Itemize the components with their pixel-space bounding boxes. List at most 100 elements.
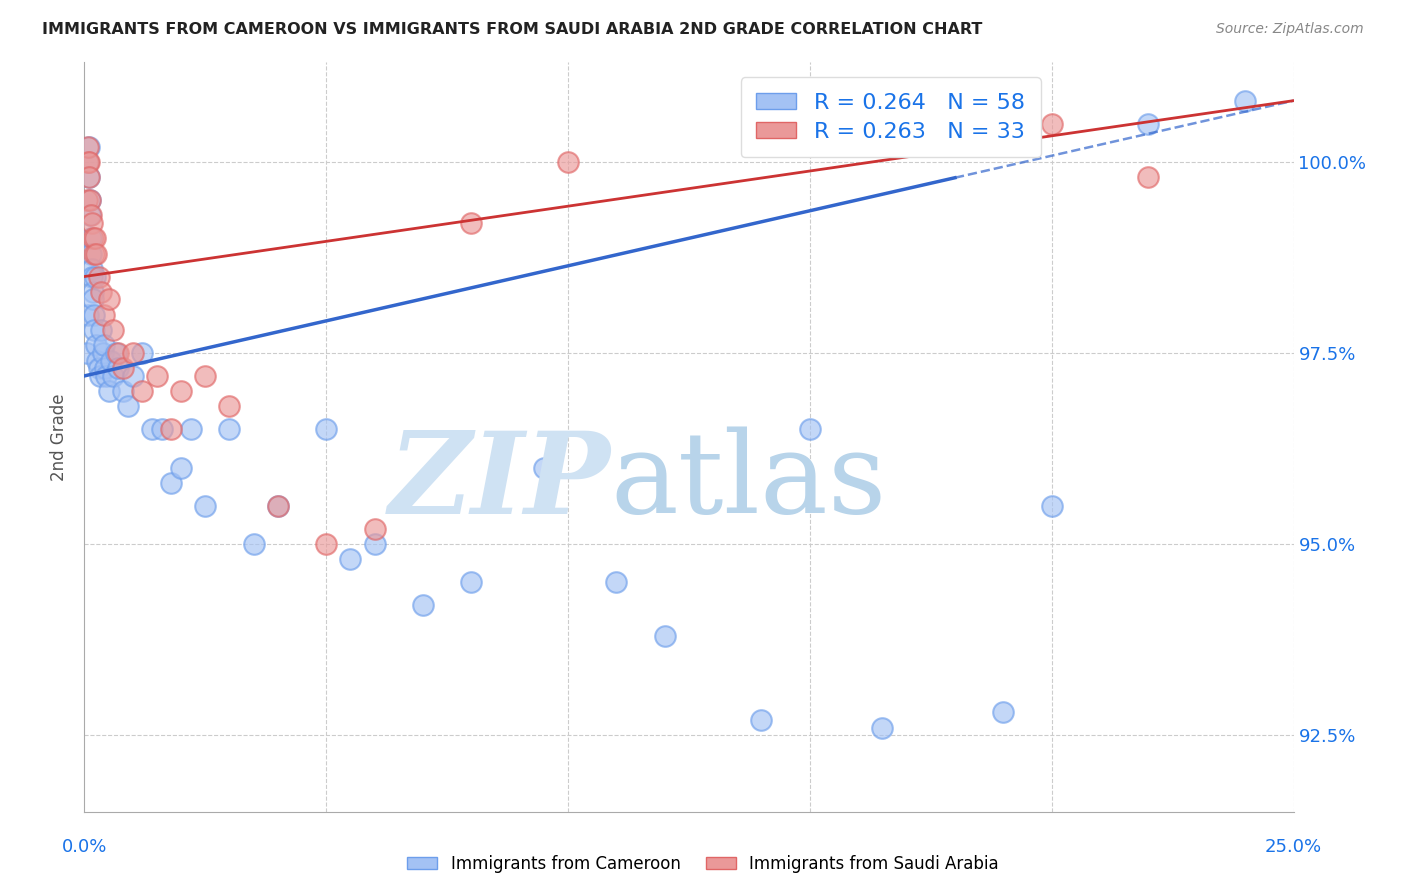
Point <box>1040 117 1063 131</box>
Point <box>79 231 101 245</box>
Point <box>872 721 894 735</box>
Point <box>76 308 98 322</box>
Point <box>1040 499 1063 513</box>
Point <box>107 361 129 376</box>
Point <box>93 338 115 352</box>
Point <box>79 193 101 207</box>
Point <box>315 422 337 436</box>
Point <box>83 246 105 260</box>
Point <box>218 422 240 436</box>
Point <box>1137 170 1160 185</box>
Point <box>80 246 103 260</box>
Point <box>76 193 98 207</box>
Point <box>160 422 183 436</box>
Y-axis label: 2nd Grade: 2nd Grade <box>51 393 69 481</box>
Point <box>170 384 193 399</box>
Point <box>121 368 143 383</box>
Point <box>77 170 100 185</box>
Point <box>112 361 135 376</box>
Point <box>160 475 183 490</box>
Point <box>267 499 290 513</box>
Point <box>76 154 98 169</box>
Point <box>86 246 108 260</box>
Point <box>460 216 482 230</box>
Point <box>180 422 202 436</box>
Point <box>79 208 101 222</box>
Point <box>242 537 264 551</box>
Point <box>194 499 217 513</box>
Text: 25.0%: 25.0% <box>1265 838 1322 856</box>
Point <box>363 537 385 551</box>
Point <box>76 346 98 360</box>
Point <box>77 170 100 185</box>
Point <box>112 384 135 399</box>
Point <box>87 361 110 376</box>
Point <box>654 629 676 643</box>
Point <box>82 216 104 230</box>
Point <box>79 193 101 207</box>
Point <box>82 269 104 284</box>
Point <box>97 293 120 307</box>
Legend: Immigrants from Cameroon, Immigrants from Saudi Arabia: Immigrants from Cameroon, Immigrants fro… <box>401 848 1005 880</box>
Text: ZIP: ZIP <box>388 426 610 538</box>
Point <box>82 293 104 307</box>
Point <box>363 522 385 536</box>
Point <box>117 400 139 414</box>
Point <box>412 599 434 613</box>
Point <box>146 368 169 383</box>
Point <box>1137 117 1160 131</box>
Point <box>993 706 1015 720</box>
Point <box>100 353 122 368</box>
Point <box>83 308 105 322</box>
Point <box>605 575 627 590</box>
Point <box>131 384 153 399</box>
Legend: R = 0.264   N = 58, R = 0.263   N = 33: R = 0.264 N = 58, R = 0.263 N = 33 <box>741 78 1040 157</box>
Point <box>121 346 143 360</box>
Point <box>103 368 125 383</box>
Point <box>80 261 103 276</box>
Text: IMMIGRANTS FROM CAMEROON VS IMMIGRANTS FROM SAUDI ARABIA 2ND GRADE CORRELATION C: IMMIGRANTS FROM CAMEROON VS IMMIGRANTS F… <box>42 22 983 37</box>
Point <box>141 422 163 436</box>
Point <box>150 422 173 436</box>
Point <box>218 400 240 414</box>
Point <box>84 269 107 284</box>
Point <box>97 384 120 399</box>
Point <box>93 308 115 322</box>
Point <box>104 346 127 360</box>
Point <box>93 361 115 376</box>
Point <box>751 713 773 727</box>
Point <box>194 368 217 383</box>
Point <box>315 537 337 551</box>
Text: Source: ZipAtlas.com: Source: ZipAtlas.com <box>1216 22 1364 37</box>
Point <box>267 499 290 513</box>
Point <box>107 346 129 360</box>
Point <box>1234 94 1257 108</box>
Point <box>77 154 100 169</box>
Point <box>94 368 117 383</box>
Point <box>82 285 104 299</box>
Point <box>87 269 110 284</box>
Point <box>131 346 153 360</box>
Point <box>90 285 112 299</box>
Point <box>170 460 193 475</box>
Text: 0.0%: 0.0% <box>62 838 107 856</box>
Point <box>80 208 103 222</box>
Point <box>77 139 100 153</box>
Point <box>339 552 361 566</box>
Point <box>84 231 107 245</box>
Point <box>77 139 100 153</box>
Point <box>90 323 112 337</box>
Point <box>799 422 821 436</box>
Point <box>86 353 108 368</box>
Point <box>557 154 579 169</box>
Point <box>91 346 114 360</box>
Point <box>77 154 100 169</box>
Point <box>460 575 482 590</box>
Point <box>103 323 125 337</box>
Point <box>533 460 555 475</box>
Point <box>83 323 105 337</box>
Point <box>82 231 104 245</box>
Point <box>86 338 108 352</box>
Text: atlas: atlas <box>610 426 887 537</box>
Point <box>89 368 111 383</box>
